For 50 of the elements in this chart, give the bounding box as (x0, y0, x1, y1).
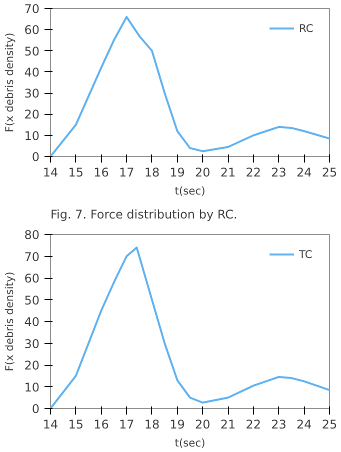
x-tick-label: 23 (271, 166, 286, 180)
x-tick-label: 15 (68, 166, 84, 180)
x-tick-label: 22 (246, 418, 262, 432)
y-tick-label: 30 (24, 86, 40, 101)
x-tick-label: 18 (144, 418, 160, 432)
x-tick-label: 16 (94, 418, 109, 432)
legend-label: RC (299, 22, 314, 34)
legend-label: TC (299, 248, 314, 260)
x-axis-title: t(sec) (174, 184, 206, 198)
x-tick-label: 21 (220, 418, 236, 432)
x-tick-label: 19 (170, 418, 185, 432)
y-tick-label: 20 (24, 108, 40, 122)
x-tick-label: 20 (195, 418, 210, 432)
y-tick-label: 30 (24, 336, 40, 351)
x-axis-title: t(sec) (174, 436, 206, 450)
x-tick-label: 24 (296, 418, 312, 432)
x-tick-label: 19 (170, 166, 185, 180)
y-axis-title: F(x debris density) (3, 32, 16, 132)
line-series (50, 246, 330, 408)
x-tick-label: 25 (322, 166, 338, 180)
y-tick-label: 70 (24, 2, 40, 16)
y-tick-label: 80 (24, 228, 40, 242)
x-tick-label: 24 (296, 166, 312, 180)
y-tick-label: 60 (24, 272, 40, 286)
x-tick-label: 22 (246, 166, 262, 180)
x-tick-label: 25 (322, 418, 338, 432)
y-tick-label: 20 (24, 358, 40, 372)
x-tick-label: 21 (220, 166, 236, 180)
y-tick-label: 70 (24, 250, 40, 264)
y-tick-label: 40 (24, 65, 40, 80)
y-tick-label: 50 (24, 293, 40, 308)
y-axis-title: F(x debris density) (3, 272, 16, 372)
y-tick-label: 40 (24, 315, 40, 329)
y-tick-label: 0 (32, 402, 40, 416)
x-tick-label: 15 (68, 418, 84, 432)
y-tick-label: 10 (24, 128, 40, 143)
y-tick-label: 50 (24, 44, 40, 58)
x-tick-label: 23 (271, 418, 286, 432)
y-tick-label: 60 (24, 23, 40, 38)
x-tick-label: 16 (94, 166, 109, 180)
caption: Fig. 7. Force distribution by RC. (50, 208, 238, 222)
x-tick-label: 14 (42, 166, 58, 180)
x-tick-label: 18 (144, 166, 160, 180)
x-tick-label: 14 (42, 418, 58, 432)
line-series (50, 16, 330, 156)
x-tick-label: 20 (195, 166, 210, 180)
x-tick-label: 17 (118, 166, 134, 180)
y-tick-label: 10 (24, 380, 40, 394)
x-tick-label: 17 (118, 418, 134, 432)
y-tick-label: 0 (32, 150, 40, 164)
